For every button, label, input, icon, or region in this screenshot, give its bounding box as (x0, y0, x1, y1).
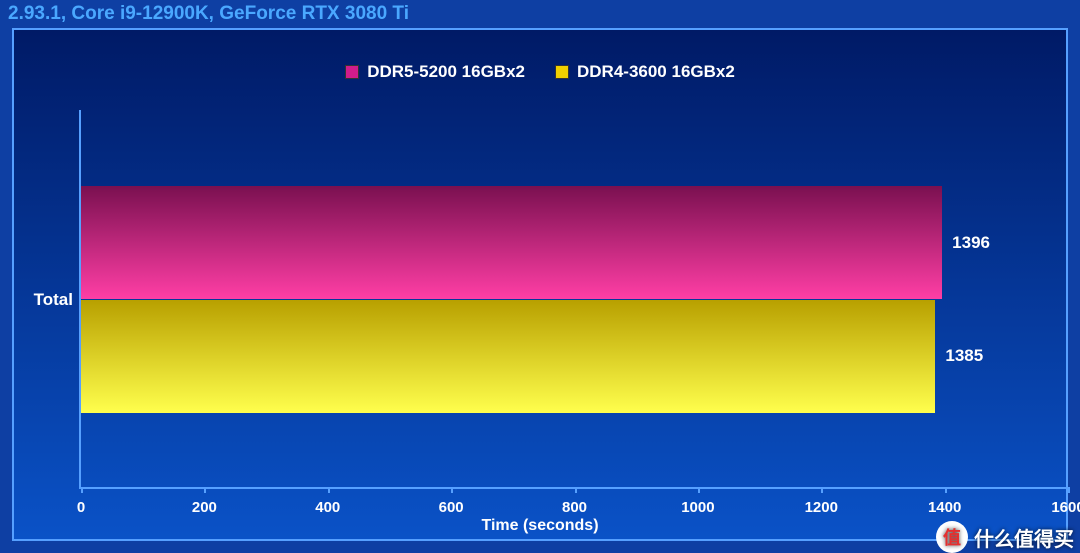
x-tick (81, 487, 83, 493)
plot-area: 02004006008001000120014001600Total139613… (79, 110, 1066, 489)
bar (81, 186, 942, 300)
bar (81, 300, 935, 414)
watermark-text: 什么值得买 (974, 523, 1074, 552)
x-tick-label: 1400 (928, 499, 961, 516)
x-tick-label: 800 (562, 499, 587, 516)
legend-swatch-icon (555, 65, 569, 79)
chart-area: DDR5-5200 16GBx2DDR4-3600 16GBx2 0200400… (12, 28, 1068, 541)
x-tick (204, 487, 206, 493)
bar-value-label: 1396 (942, 233, 990, 253)
bar-value-label: 1385 (935, 346, 983, 366)
x-tick (698, 487, 700, 493)
legend-label: DDR5-5200 16GBx2 (367, 62, 525, 82)
legend-item: DDR5-5200 16GBx2 (345, 62, 525, 82)
x-tick-label: 1000 (681, 499, 714, 516)
x-axis-label: Time (seconds) (481, 517, 598, 535)
legend-swatch-icon (345, 65, 359, 79)
x-tick (451, 487, 453, 493)
legend: DDR5-5200 16GBx2 DDR4-3600 16GBx2 (14, 42, 1066, 102)
legend-item: DDR4-3600 16GBx2 (555, 62, 735, 82)
x-tick (945, 487, 947, 493)
x-tick (328, 487, 330, 493)
x-tick-label: 1600 (1051, 499, 1080, 516)
legend-label: DDR4-3600 16GBx2 (577, 62, 735, 82)
x-tick-label: 200 (192, 499, 217, 516)
header-bar: 2.93.1, Core i9-12900K, GeForce RTX 3080… (0, 0, 1080, 28)
x-tick (575, 487, 577, 493)
watermark-circle-icon: 值 (936, 521, 968, 553)
x-tick (1068, 487, 1070, 493)
watermark: 值 什么值得买 (936, 521, 1074, 553)
x-tick-label: 0 (77, 499, 85, 516)
category-label: Total (34, 290, 81, 310)
x-tick (821, 487, 823, 493)
x-tick-label: 1200 (805, 499, 838, 516)
x-tick-label: 600 (439, 499, 464, 516)
x-tick-label: 400 (315, 499, 340, 516)
header-title: 2.93.1, Core i9-12900K, GeForce RTX 3080… (8, 3, 409, 25)
